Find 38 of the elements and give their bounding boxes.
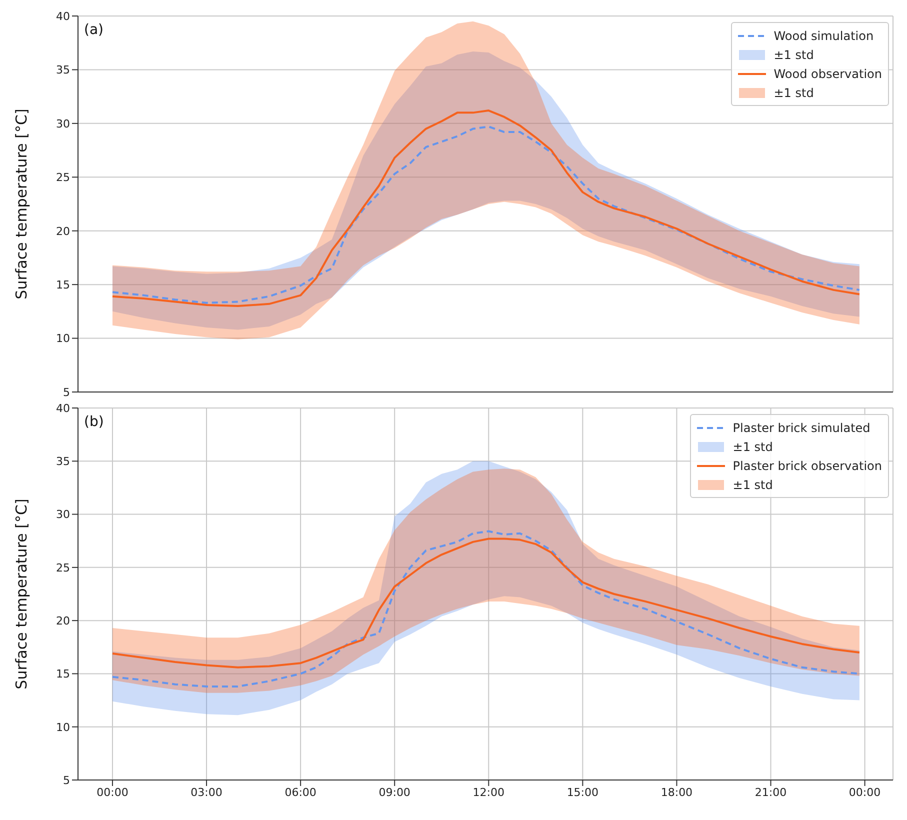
annotation: ±1 std xyxy=(732,440,773,454)
x-tick-label: 21:00 xyxy=(754,786,787,799)
y-tick-label: 30 xyxy=(56,117,70,130)
y-tick-label: 30 xyxy=(56,508,70,522)
annotation: ±1 std xyxy=(774,48,814,62)
y-tick-label: 10 xyxy=(56,720,70,734)
y-tick-label: 15 xyxy=(56,668,70,681)
x-tick-label: 18:00 xyxy=(660,786,693,799)
annotation: (a) xyxy=(84,22,104,38)
y-axis-title: Surface temperature [°C] xyxy=(12,498,30,690)
y-tick-label: 25 xyxy=(56,171,70,184)
y-tick-label: 20 xyxy=(56,614,70,628)
y-tick-label: 20 xyxy=(56,224,70,238)
x-tick-label: 15:00 xyxy=(566,786,599,799)
y-tick-label: 5 xyxy=(63,774,70,787)
x-tick-label: 06:00 xyxy=(284,786,316,799)
legend-label: Plaster brick simulated xyxy=(732,420,870,434)
y-tick-label: 15 xyxy=(56,278,70,292)
x-tick-label: 00:00 xyxy=(848,786,881,799)
x-tick-label: 09:00 xyxy=(378,786,410,799)
annotation: (b) xyxy=(84,414,104,430)
annotation: ±1 std xyxy=(732,478,773,492)
y-axis-title: Surface temperature [°C] xyxy=(12,108,30,300)
legend-label: Plaster brick observation xyxy=(732,458,882,472)
annotation: ±1 std xyxy=(774,86,814,100)
y-tick-label: 25 xyxy=(56,561,70,574)
y-tick-label: 35 xyxy=(56,455,70,468)
legend-label: Wood observation xyxy=(774,66,882,80)
x-tick-label: 03:00 xyxy=(190,786,222,799)
x-tick-label: 00:00 xyxy=(96,786,128,799)
y-tick-label: 10 xyxy=(56,332,70,346)
x-tick-label: 12:00 xyxy=(472,786,504,799)
y-tick-label: 5 xyxy=(63,386,70,399)
y-tick-label: 40 xyxy=(56,10,70,23)
y-tick-label: 35 xyxy=(56,64,70,77)
legend-label: Wood simulation xyxy=(774,28,874,42)
line-series xyxy=(111,538,860,668)
y-tick-label: 40 xyxy=(56,402,70,415)
